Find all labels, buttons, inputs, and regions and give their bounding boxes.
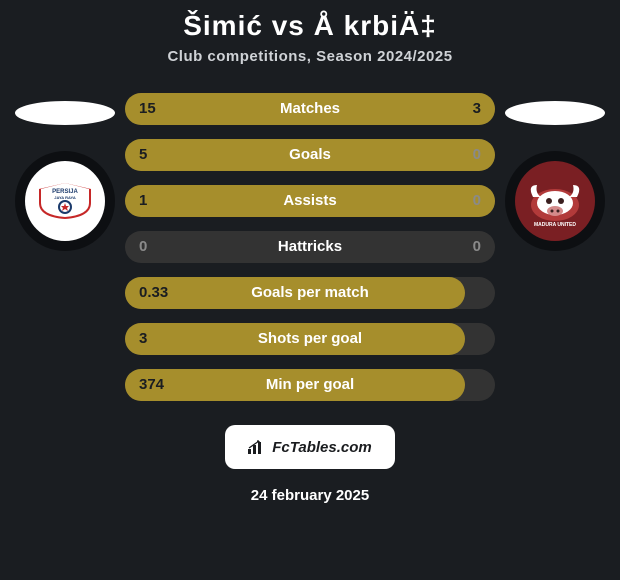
stat-row: 00Hattricks [125, 231, 495, 263]
stat-bars: 153Matches 50Goals 10Assists 00Hattricks 0.3… [125, 93, 495, 401]
stat-label: Goals per match [125, 277, 495, 309]
madura-bull-icon: MADURA UNITED [519, 171, 591, 231]
stat-label: Min per goal [125, 369, 495, 401]
left-team-crest-inner: PERSIJA JAYA RAYA [25, 161, 105, 241]
source-badge[interactable]: FcTables.com [225, 425, 395, 469]
page-title: Šimić vs Å krbiÄ‡ [0, 10, 620, 42]
stat-row: 3Shots per goal [125, 323, 495, 355]
right-player-oval [505, 101, 605, 125]
stat-label: Assists [125, 185, 495, 217]
left-side: PERSIJA JAYA RAYA [5, 93, 125, 251]
stat-row: 50Goals [125, 139, 495, 171]
svg-text:MADURA UNITED: MADURA UNITED [534, 222, 576, 228]
persija-shield-icon: PERSIJA JAYA RAYA [33, 181, 97, 221]
generated-date: 24 february 2025 [0, 487, 620, 504]
stat-row: 153Matches [125, 93, 495, 125]
stat-label: Shots per goal [125, 323, 495, 355]
right-team-crest-inner: MADURA UNITED [515, 161, 595, 241]
comparison-infographic: Šimić vs Å krbiÄ‡ Club competitions, Sea… [0, 0, 620, 580]
left-player-oval [15, 101, 115, 125]
stat-label: Goals [125, 139, 495, 171]
fctables-logo-icon [248, 440, 266, 454]
right-side: MADURA UNITED [495, 93, 615, 251]
stat-row: 10Assists [125, 185, 495, 217]
right-team-crest: MADURA UNITED [505, 151, 605, 251]
left-team-crest: PERSIJA JAYA RAYA [15, 151, 115, 251]
stat-row: 0.33Goals per match [125, 277, 495, 309]
stat-label: Matches [125, 93, 495, 125]
stat-label: Hattricks [125, 231, 495, 263]
content-row: PERSIJA JAYA RAYA 153Matches 50Goals 10Ass… [0, 93, 620, 401]
svg-text:JAYA RAYA: JAYA RAYA [54, 195, 76, 200]
page-subtitle: Club competitions, Season 2024/2025 [0, 48, 620, 65]
stat-row: 374Min per goal [125, 369, 495, 401]
source-badge-text: FcTables.com [272, 439, 371, 456]
